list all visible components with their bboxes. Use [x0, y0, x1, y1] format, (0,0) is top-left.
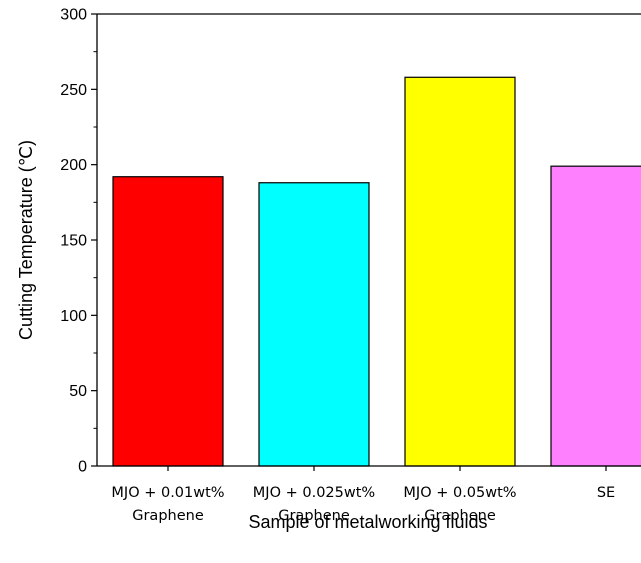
y-tick-label: 200: [60, 157, 87, 174]
y-tick-label: 250: [60, 82, 87, 99]
y-axis-title: Cutting Temperature (℃): [16, 140, 36, 340]
y-tick-labels: 0 50 100 150 200 250 300: [60, 7, 87, 476]
y-tick-label: 150: [60, 233, 87, 250]
x-tick-labels: MJO + 0.01wt% Graphene MJO + 0.025wt% Graph…: [111, 485, 615, 524]
bars-group: [112, 76, 641, 467]
bar-2: [258, 182, 370, 467]
y-tick-label: 50: [69, 383, 87, 400]
x-tick-label: MJO + 0.025wt%: [253, 485, 375, 501]
x-tick-label: Graphene: [132, 508, 204, 524]
bar-1: [112, 176, 224, 467]
y-tick-label: 0: [78, 459, 87, 476]
y-tick-label: 300: [60, 7, 87, 24]
x-tick-label: Graphene: [278, 508, 350, 524]
x-axis-title: Sample of metalworking fluids: [248, 512, 487, 532]
bar-3: [404, 76, 516, 467]
axes-group: [91, 13, 641, 471]
y-tick-label: 100: [60, 308, 87, 325]
x-tick-label: MJO + 0.05wt%: [403, 485, 516, 501]
x-tick-label: SE: [597, 485, 615, 501]
x-tick-label: MJO + 0.01wt%: [111, 485, 224, 501]
bar-4: [550, 165, 641, 467]
x-tick-label: Graphene: [424, 508, 496, 524]
